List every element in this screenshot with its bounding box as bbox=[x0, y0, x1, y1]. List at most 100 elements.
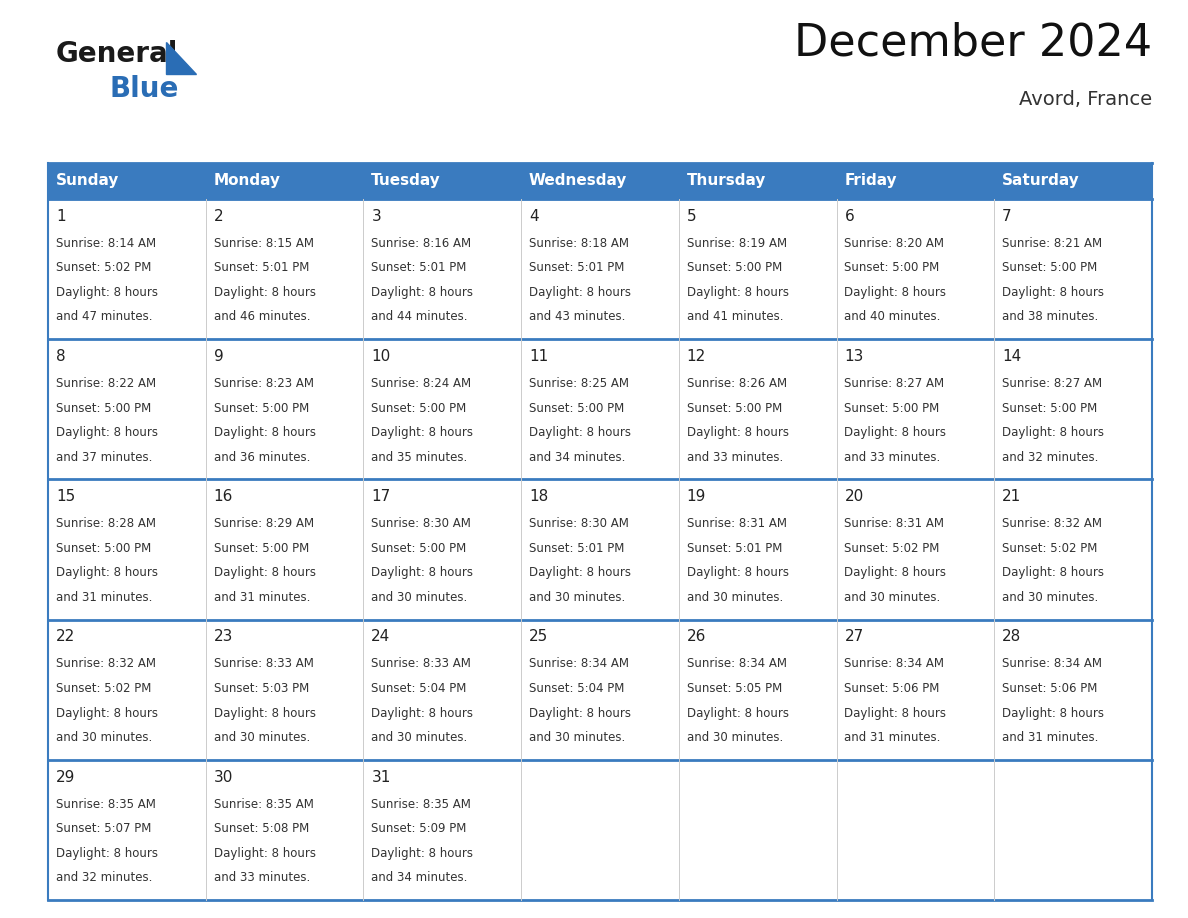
Bar bbox=[994, 620, 1152, 760]
Text: 15: 15 bbox=[56, 489, 75, 504]
Text: 11: 11 bbox=[529, 349, 549, 364]
Text: Sunrise: 8:34 AM: Sunrise: 8:34 AM bbox=[687, 657, 786, 670]
Text: 3: 3 bbox=[372, 208, 381, 224]
Text: Daylight: 8 hours: Daylight: 8 hours bbox=[529, 707, 631, 720]
Text: Sunset: 5:06 PM: Sunset: 5:06 PM bbox=[1003, 682, 1098, 695]
Text: Sunset: 5:08 PM: Sunset: 5:08 PM bbox=[214, 823, 309, 835]
Bar bbox=[48, 620, 206, 760]
Text: Sunrise: 8:33 AM: Sunrise: 8:33 AM bbox=[372, 657, 472, 670]
Text: Sunday: Sunday bbox=[56, 174, 119, 188]
Text: Tuesday: Tuesday bbox=[372, 174, 441, 188]
Text: and 30 minutes.: and 30 minutes. bbox=[687, 731, 783, 744]
Bar bbox=[678, 339, 836, 479]
Text: Sunset: 5:00 PM: Sunset: 5:00 PM bbox=[372, 401, 467, 415]
Text: Sunset: 5:03 PM: Sunset: 5:03 PM bbox=[214, 682, 309, 695]
Text: and 30 minutes.: and 30 minutes. bbox=[372, 731, 468, 744]
Bar bbox=[678, 760, 836, 900]
Text: Daylight: 8 hours: Daylight: 8 hours bbox=[56, 707, 158, 720]
Text: and 30 minutes.: and 30 minutes. bbox=[372, 591, 468, 604]
Bar bbox=[678, 620, 836, 760]
Text: Daylight: 8 hours: Daylight: 8 hours bbox=[1003, 426, 1104, 439]
Text: 19: 19 bbox=[687, 489, 706, 504]
Text: Saturday: Saturday bbox=[1003, 174, 1080, 188]
Text: Daylight: 8 hours: Daylight: 8 hours bbox=[372, 285, 473, 299]
Text: and 43 minutes.: and 43 minutes. bbox=[529, 310, 625, 323]
Text: and 31 minutes.: and 31 minutes. bbox=[1003, 731, 1099, 744]
Text: Sunset: 5:06 PM: Sunset: 5:06 PM bbox=[845, 682, 940, 695]
Text: Sunset: 5:00 PM: Sunset: 5:00 PM bbox=[687, 262, 782, 274]
Text: 18: 18 bbox=[529, 489, 549, 504]
Text: 17: 17 bbox=[372, 489, 391, 504]
Bar bbox=[994, 199, 1152, 339]
Text: and 46 minutes.: and 46 minutes. bbox=[214, 310, 310, 323]
Text: and 33 minutes.: and 33 minutes. bbox=[687, 451, 783, 464]
Text: and 31 minutes.: and 31 minutes. bbox=[214, 591, 310, 604]
Text: Monday: Monday bbox=[214, 174, 280, 188]
Text: Sunrise: 8:15 AM: Sunrise: 8:15 AM bbox=[214, 237, 314, 250]
Text: Daylight: 8 hours: Daylight: 8 hours bbox=[372, 707, 473, 720]
Text: Sunrise: 8:34 AM: Sunrise: 8:34 AM bbox=[845, 657, 944, 670]
Text: Sunset: 5:02 PM: Sunset: 5:02 PM bbox=[56, 262, 151, 274]
Text: and 37 minutes.: and 37 minutes. bbox=[56, 451, 152, 464]
Text: 24: 24 bbox=[372, 630, 391, 644]
Text: Sunset: 5:01 PM: Sunset: 5:01 PM bbox=[529, 262, 625, 274]
Bar bbox=[836, 163, 994, 199]
Text: Sunrise: 8:34 AM: Sunrise: 8:34 AM bbox=[1003, 657, 1102, 670]
Bar bbox=[522, 620, 678, 760]
Text: Daylight: 8 hours: Daylight: 8 hours bbox=[687, 426, 789, 439]
Bar bbox=[206, 620, 364, 760]
Text: Sunrise: 8:33 AM: Sunrise: 8:33 AM bbox=[214, 657, 314, 670]
Text: Daylight: 8 hours: Daylight: 8 hours bbox=[214, 846, 316, 860]
Text: Daylight: 8 hours: Daylight: 8 hours bbox=[56, 426, 158, 439]
Bar bbox=[364, 163, 522, 199]
Text: Sunrise: 8:18 AM: Sunrise: 8:18 AM bbox=[529, 237, 628, 250]
Bar bbox=[522, 163, 678, 199]
Text: Sunrise: 8:21 AM: Sunrise: 8:21 AM bbox=[1003, 237, 1102, 250]
Text: Sunset: 5:01 PM: Sunset: 5:01 PM bbox=[214, 262, 309, 274]
Text: Sunrise: 8:23 AM: Sunrise: 8:23 AM bbox=[214, 377, 314, 390]
Text: Sunset: 5:00 PM: Sunset: 5:00 PM bbox=[56, 542, 151, 554]
Text: and 32 minutes.: and 32 minutes. bbox=[1003, 451, 1099, 464]
Text: Sunrise: 8:16 AM: Sunrise: 8:16 AM bbox=[372, 237, 472, 250]
Text: 22: 22 bbox=[56, 630, 75, 644]
Text: and 36 minutes.: and 36 minutes. bbox=[214, 451, 310, 464]
Text: and 30 minutes.: and 30 minutes. bbox=[1003, 591, 1099, 604]
Bar bbox=[206, 199, 364, 339]
Text: Daylight: 8 hours: Daylight: 8 hours bbox=[529, 285, 631, 299]
Text: Sunrise: 8:22 AM: Sunrise: 8:22 AM bbox=[56, 377, 156, 390]
Bar bbox=[522, 339, 678, 479]
Text: Sunset: 5:04 PM: Sunset: 5:04 PM bbox=[529, 682, 625, 695]
Text: 28: 28 bbox=[1003, 630, 1022, 644]
Bar bbox=[206, 760, 364, 900]
Text: Wednesday: Wednesday bbox=[529, 174, 627, 188]
Text: Sunset: 5:00 PM: Sunset: 5:00 PM bbox=[845, 262, 940, 274]
Text: Daylight: 8 hours: Daylight: 8 hours bbox=[214, 707, 316, 720]
Text: Daylight: 8 hours: Daylight: 8 hours bbox=[372, 426, 473, 439]
Text: and 30 minutes.: and 30 minutes. bbox=[529, 731, 625, 744]
Text: Daylight: 8 hours: Daylight: 8 hours bbox=[372, 846, 473, 860]
Text: Daylight: 8 hours: Daylight: 8 hours bbox=[1003, 566, 1104, 579]
Text: 16: 16 bbox=[214, 489, 233, 504]
Text: Daylight: 8 hours: Daylight: 8 hours bbox=[372, 566, 473, 579]
Text: and 38 minutes.: and 38 minutes. bbox=[1003, 310, 1099, 323]
Text: and 33 minutes.: and 33 minutes. bbox=[214, 871, 310, 884]
Text: 5: 5 bbox=[687, 208, 696, 224]
Text: Sunrise: 8:31 AM: Sunrise: 8:31 AM bbox=[845, 517, 944, 531]
Text: Sunrise: 8:30 AM: Sunrise: 8:30 AM bbox=[372, 517, 472, 531]
Text: 9: 9 bbox=[214, 349, 223, 364]
Text: Sunrise: 8:27 AM: Sunrise: 8:27 AM bbox=[845, 377, 944, 390]
Text: 27: 27 bbox=[845, 630, 864, 644]
Text: and 30 minutes.: and 30 minutes. bbox=[56, 731, 152, 744]
Bar bbox=[364, 479, 522, 620]
Text: Sunrise: 8:35 AM: Sunrise: 8:35 AM bbox=[372, 798, 472, 811]
Text: Sunset: 5:00 PM: Sunset: 5:00 PM bbox=[529, 401, 624, 415]
Text: Sunset: 5:01 PM: Sunset: 5:01 PM bbox=[687, 542, 782, 554]
Text: 6: 6 bbox=[845, 208, 854, 224]
Text: Daylight: 8 hours: Daylight: 8 hours bbox=[529, 426, 631, 439]
Bar bbox=[48, 760, 206, 900]
Text: Avord, France: Avord, France bbox=[1019, 90, 1152, 109]
Bar bbox=[678, 479, 836, 620]
Bar bbox=[206, 339, 364, 479]
Text: Sunrise: 8:35 AM: Sunrise: 8:35 AM bbox=[214, 798, 314, 811]
Bar bbox=[522, 479, 678, 620]
